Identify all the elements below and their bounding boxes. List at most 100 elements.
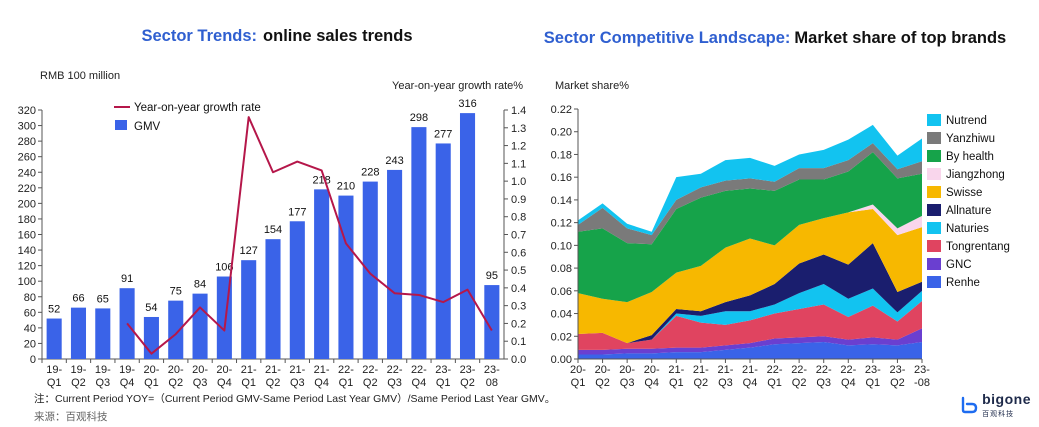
share-y-tick-label: 0.14 [551, 195, 572, 207]
left-y-tick-label: 200 [18, 198, 36, 210]
x-tick-label: 21- [289, 364, 305, 376]
gmv-data-label: 277 [434, 128, 452, 140]
gmv-bar [459, 113, 476, 359]
x-tick-label: Q3 [387, 377, 402, 389]
left-y-tick-label: 260 [18, 152, 36, 164]
gmv-bar [435, 143, 451, 359]
x-tick-label: Q4 [120, 377, 135, 389]
source-note: 来源：百观科技 [34, 411, 108, 423]
share-y-axis-label: Market share% [555, 80, 629, 92]
x-tick-label: Q2 [71, 377, 86, 389]
legend-swatch [927, 222, 941, 234]
x-tick-label: 23- [484, 364, 500, 376]
legend-swatch [927, 150, 941, 162]
gmv-chart: 0 20 40 60 80 100 120 140 160 180 200 220 240 260 280 3… [18, 98, 527, 389]
gmv-bar [289, 221, 305, 359]
x-tick-label: 21- [241, 364, 257, 376]
legend-swatch [927, 276, 941, 288]
x-tick-label: 21- [265, 364, 281, 376]
x-tick-label: Q4 [412, 377, 427, 389]
share-y-tick-label: 0.20 [551, 127, 572, 139]
left-y-axis-label: RMB 100 million [40, 70, 120, 82]
share-x-tick-label: 21- [693, 364, 709, 376]
logo-name: bigone [982, 391, 1031, 407]
x-tick-label: Q2 [363, 377, 378, 389]
legend-label: Yanzhiwu [946, 133, 995, 145]
right-y-tick-label: 1.2 [511, 141, 526, 153]
right-y-tick-label: 1.4 [511, 105, 526, 117]
share-x-tick-label: Q4 [644, 377, 659, 389]
left-y-tick-label: 40 [24, 323, 36, 335]
share-x-tick-label: Q4 [743, 377, 758, 389]
area-naturies [578, 284, 922, 344]
legend-label: Naturies [946, 223, 989, 235]
left-y-tick-label: 20 [24, 338, 36, 350]
right-y-tick-label: 0.2 [511, 318, 526, 330]
gmv-data-label: 75 [170, 286, 182, 298]
left-y-tick-label: 320 [18, 105, 36, 117]
x-tick-label: 23- [460, 364, 476, 376]
right-y-tick-label: 0.8 [511, 212, 526, 224]
legend-label: By health [946, 151, 994, 163]
share-x-tick-label: 23- [914, 364, 930, 376]
x-tick-label: Q1 [47, 377, 62, 389]
left-y-tick-label: 120 [18, 261, 36, 273]
market-share-chart: 0.00 0.02 0.04 0.06 0.08 0.10 0.12 0.14 0.16 0.18… [551, 104, 1010, 389]
share-y-tick-label: 0.00 [551, 354, 572, 366]
share-x-tick-label: 21- [717, 364, 733, 376]
x-tick-label: Q2 [266, 377, 281, 389]
share-x-tick-label: Q2 [792, 377, 807, 389]
left-y-tick-label: 240 [18, 167, 36, 179]
x-tick-label: 23- [435, 364, 451, 376]
x-tick-label: 20- [192, 364, 208, 376]
right-y-tick-label: 0.5 [511, 265, 526, 277]
share-y-tick-label: 0.18 [551, 149, 572, 161]
gmv-data-label: 65 [97, 293, 109, 305]
left-y-tick-label: 0 [30, 354, 36, 366]
gmv-data-label: 106 [215, 262, 233, 274]
right-y-tick-label: 0.6 [511, 247, 526, 259]
right-chart-title: Sector Competitive Landscape: Market shar… [544, 29, 1006, 47]
share-x-tick-label: 20- [570, 364, 586, 376]
gmv-data-label: 154 [264, 224, 282, 236]
legend-yoy-label: Year-on-year growth rate [134, 102, 261, 114]
left-y-tick-label: 280 [18, 136, 36, 148]
share-y-tick-label: 0.02 [551, 331, 572, 343]
share-y-tick-label: 0.08 [551, 263, 572, 275]
x-tick-label: 20- [143, 364, 159, 376]
right-y-tick-label: 0.7 [511, 230, 526, 242]
left-y-tick-label: 80 [24, 292, 36, 304]
share-x-tick-label: Q2 [890, 377, 905, 389]
legend-label: Nutrend [946, 115, 987, 127]
legend-swatch [927, 204, 941, 216]
right-y-tick-label: 0.4 [511, 283, 526, 295]
legend-label: Tongrentang [946, 241, 1010, 253]
area-gnc [578, 328, 922, 355]
gmv-data-label: 177 [288, 206, 306, 218]
left-y-tick-label: 100 [18, 276, 36, 288]
x-tick-label: 20- [216, 364, 232, 376]
left-y-tick-label: 140 [18, 245, 36, 257]
gmv-bar [192, 293, 208, 359]
share-x-tick-label: Q1 [669, 377, 684, 389]
footnote: 注：Current Period YOY=（Current Period GMV… [34, 393, 556, 405]
right-y-axis-label: Year-on-year growth rate% [392, 80, 523, 92]
x-tick-label: Q1 [436, 377, 451, 389]
x-tick-label: Q3 [193, 377, 208, 389]
share-y-tick-label: 0.16 [551, 172, 572, 184]
share-x-tick-label: Q3 [620, 377, 635, 389]
left-y-tick-label: 160 [18, 230, 36, 242]
share-x-tick-label: Q1 [571, 377, 586, 389]
left-y-tick-label: 220 [18, 183, 36, 195]
share-x-tick-label: 23- [865, 364, 881, 376]
legend-swatch [927, 186, 941, 198]
gmv-bar [265, 239, 281, 359]
x-tick-label: Q2 [460, 377, 475, 389]
left-y-tick-label: 60 [24, 307, 36, 319]
share-x-tick-label: Q1 [767, 377, 782, 389]
left-chart-title: Sector Trends: online sales trends [141, 27, 412, 45]
right-y-tick-label: 0.9 [511, 194, 526, 206]
x-tick-label: Q3 [95, 377, 110, 389]
right-title-main: Market share of top brands [794, 29, 1006, 47]
